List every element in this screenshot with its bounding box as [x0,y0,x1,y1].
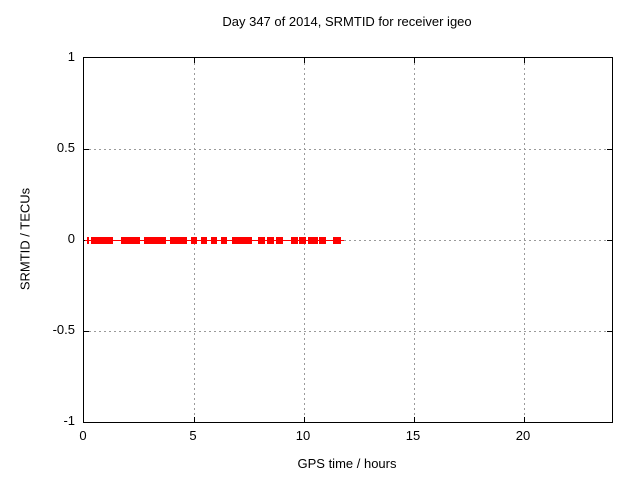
x-tick-label: 5 [189,428,197,443]
data-segment [91,237,113,244]
y-tick-label: 0 [67,231,75,246]
y-axis-label: SRMTID / TECUs [17,187,33,291]
x-tick-label: 0 [79,428,87,443]
x-tick-mark [524,58,525,63]
data-segment [258,237,265,244]
data-segment [308,237,318,244]
y-tick-mark [607,149,612,150]
horizontal-gridline [84,149,612,150]
data-segment [144,237,166,244]
horizontal-gridline [84,331,612,332]
x-tick-label: 10 [295,428,311,443]
y-tick-mark [84,331,89,332]
y-tick-label: -1 [63,413,75,428]
data-segment [267,237,274,244]
y-tick-label: -0.5 [52,322,75,337]
x-tick-mark [414,58,415,63]
x-tick-mark [524,417,525,422]
data-segment [232,237,252,244]
data-segment [319,237,326,244]
data-segment [299,237,306,244]
data-segment [170,237,187,244]
data-segment [87,237,89,244]
y-tick-mark [607,240,612,241]
y-tick-mark [607,331,612,332]
data-segment [333,237,341,244]
data-segment [211,237,217,244]
data-segment [291,237,298,244]
chart-title: Day 347 of 2014, SRMTID for receiver ige… [222,14,472,29]
data-segment [276,237,283,244]
x-tick-label: 15 [405,428,421,443]
x-tick-mark [194,417,195,422]
x-tick-mark [414,417,415,422]
y-tick-label: 0.5 [56,140,75,155]
x-tick-label: 20 [515,428,531,443]
data-segment [191,237,197,244]
data-segment [201,237,207,244]
horizontal-gridline [84,240,612,241]
y-tick-label: 1 [67,49,75,64]
y-tick-mark [84,149,89,150]
data-segment [121,237,140,244]
plot-area [83,57,613,423]
x-tick-mark [304,417,305,422]
x-tick-mark [304,58,305,63]
x-axis-label: GPS time / hours [297,456,397,471]
x-tick-mark [194,58,195,63]
data-segment [221,237,227,244]
